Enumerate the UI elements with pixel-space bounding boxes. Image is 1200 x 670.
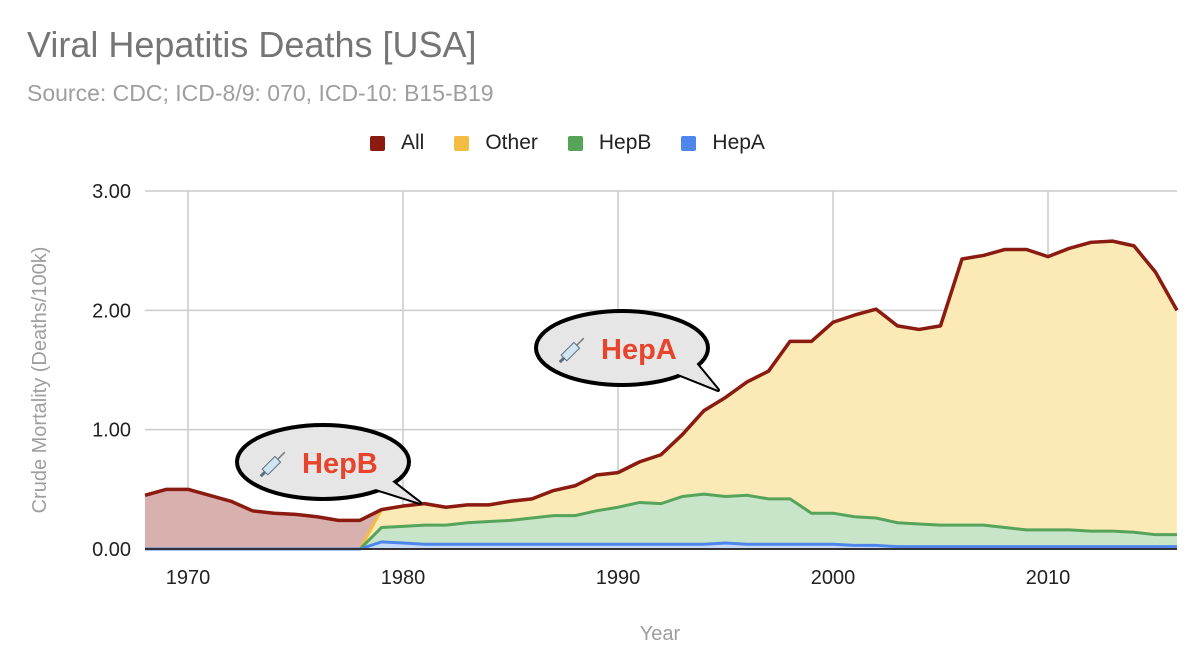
x-axis-title: Year (640, 623, 681, 645)
y-tick-label: 3.00 (92, 181, 131, 203)
legend-item-other[interactable]: Other (454, 131, 538, 155)
legend-item-hepb[interactable]: HepB (567, 131, 652, 155)
y-tick-label: 2.00 (92, 300, 131, 322)
y-axis-title: Crude Mortality (Deaths/100k) (29, 247, 51, 514)
callout-label: HepA (601, 334, 677, 366)
callout-bubble (534, 309, 710, 387)
callout-tail-fill (668, 362, 718, 390)
legend: All Other HepB HepA (370, 131, 795, 155)
chart-subtitle: Source: CDC; ICD-8/9: 070, ICD-10: B15-B… (27, 80, 494, 106)
series-area-hepb (145, 494, 1177, 549)
legend-swatch-other (454, 135, 470, 151)
legend-label-other: Other (485, 131, 538, 154)
y-tick-label: 1.00 (92, 420, 131, 442)
x-tick-label: 1990 (596, 567, 641, 589)
callout-tail-fill (360, 476, 420, 503)
legend-swatch-hepa (681, 135, 697, 151)
x-tick-label: 2010 (1026, 567, 1071, 589)
series-area-other (145, 241, 1177, 549)
legend-item-hepa[interactable]: HepA (681, 131, 765, 155)
syringe-icon (558, 337, 585, 364)
legend-item-all[interactable]: All (370, 131, 424, 155)
syringe-icon (259, 451, 286, 478)
callout-label: HepB (302, 448, 378, 480)
legend-swatch-all (370, 135, 385, 151)
legend-swatch-hepb (567, 135, 583, 151)
y-tick-label: 0.00 (92, 539, 131, 561)
x-tick-label: 1980 (381, 567, 426, 589)
x-tick-label: 1970 (166, 567, 211, 589)
x-tick-label: 2000 (811, 567, 856, 589)
series-line-all (144, 239, 1179, 523)
chart-title: Viral Hepatitis Deaths [USA] (27, 24, 477, 65)
callout-bubble (235, 423, 411, 501)
legend-label-all: All (401, 131, 425, 154)
legend-label-hepb: HepB (598, 131, 652, 154)
legend-label-hepa: HepA (712, 131, 765, 154)
